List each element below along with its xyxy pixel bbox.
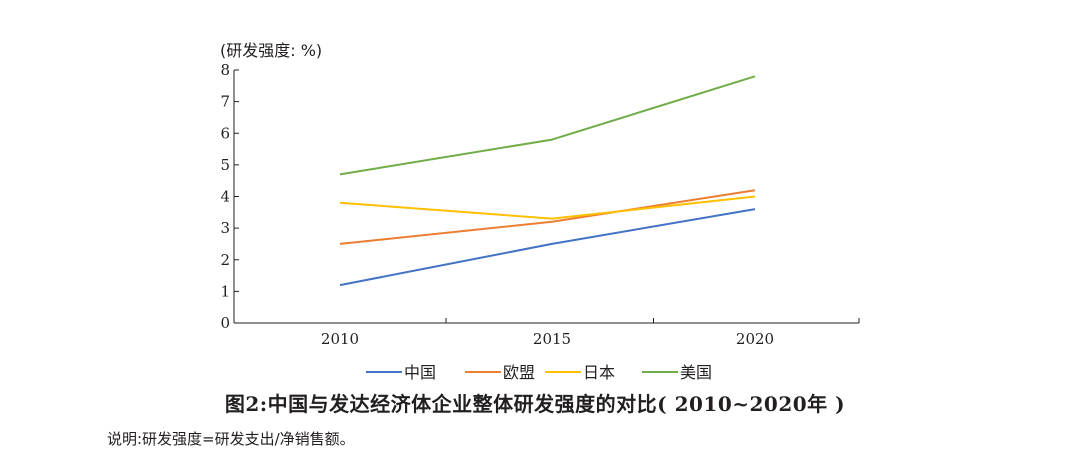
y-tick-label: 6: [220, 124, 230, 142]
figure-note: 说明:研发强度=研发支出/净销售额。: [107, 430, 355, 448]
y-axis-unit-label: (研发强度: %): [220, 41, 322, 60]
y-tick-label: 7: [220, 93, 230, 111]
y-tick-label: 8: [220, 61, 230, 79]
series-lines: [339, 75, 756, 287]
legend-label: 中国: [404, 363, 436, 382]
x-tick-label: 2010: [321, 330, 359, 348]
y-tick-label: 4: [220, 188, 230, 206]
legend-label: 欧盟: [503, 363, 535, 382]
series-line-1: [339, 189, 756, 245]
legend-label: 日本: [583, 363, 615, 382]
x-ticks: 2010 2015 2020: [233, 318, 860, 348]
series-line-0: [339, 208, 756, 287]
x-tick-label: 2015: [533, 330, 571, 348]
y-tick-label: 5: [220, 156, 230, 174]
series-line-3: [339, 75, 756, 176]
series-line-2: [339, 195, 756, 220]
y-ticks: 0 1 2 3 4 5 6 7 8: [220, 61, 239, 332]
y-tick-label: 0: [220, 314, 230, 332]
legend: 中国 欧盟 日本 美国: [366, 363, 712, 382]
y-tick-label: 1: [220, 282, 230, 300]
legend-label: 美国: [680, 363, 712, 382]
x-tick-label: 2020: [736, 330, 774, 348]
y-tick-label: 3: [220, 219, 230, 237]
line-chart: (研发强度: %) 0 1 2 3 4 5 6 7 8 2010 2015 2020 中国 欧盟 日本 美…: [220, 41, 860, 382]
figure-caption: 图2:中国与发达经济体企业整体研发强度的对比( 2010~2020年 ): [224, 392, 846, 416]
y-tick-label: 2: [220, 251, 230, 269]
